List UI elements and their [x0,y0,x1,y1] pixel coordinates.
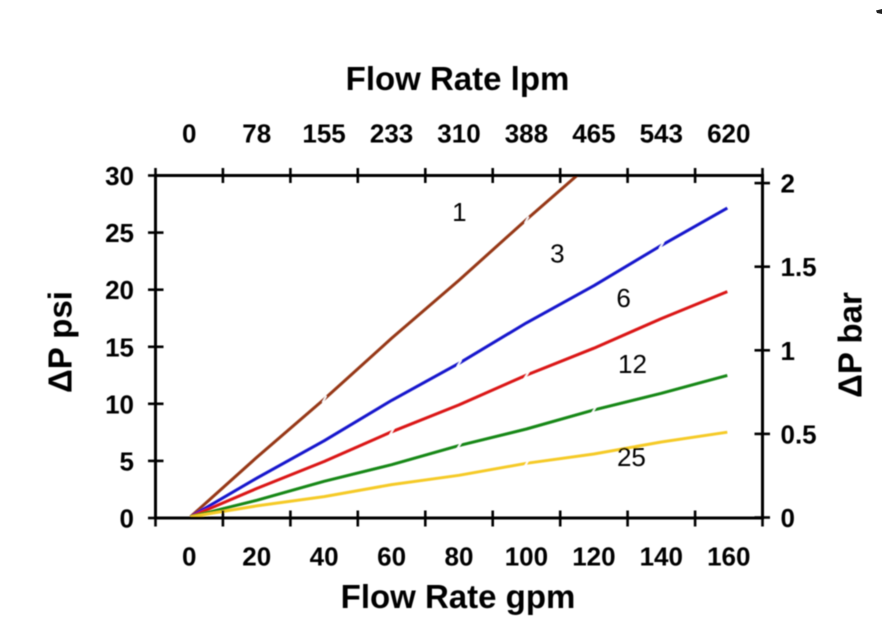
svg-text:1.5: 1.5 [781,252,817,282]
svg-text:1: 1 [452,197,466,227]
svg-text:100: 100 [505,542,548,572]
svg-text:20: 20 [105,275,134,305]
svg-text:15: 15 [105,332,134,362]
svg-text:12: 12 [618,349,647,379]
svg-text:Flow Rate gpm: Flow Rate gpm [341,578,576,615]
svg-text:0: 0 [182,119,196,149]
svg-text:30: 30 [105,161,134,191]
svg-text:25: 25 [617,442,646,472]
svg-text:25: 25 [105,218,134,248]
svg-text:160: 160 [707,542,750,572]
svg-text:3: 3 [550,239,564,269]
svg-text:6: 6 [616,283,630,313]
svg-text:ΔP psi: ΔP psi [42,291,79,393]
svg-text:155: 155 [302,119,345,149]
svg-text:0: 0 [781,503,795,533]
svg-text:ΔP bar: ΔP bar [832,292,869,398]
svg-text:0: 0 [182,542,196,572]
svg-text:60: 60 [377,542,406,572]
svg-text:465: 465 [572,119,615,149]
svg-text:20: 20 [242,542,271,572]
svg-text:310: 310 [437,119,480,149]
svg-text:388: 388 [505,119,548,149]
svg-text:233: 233 [370,119,413,149]
svg-text:Flow Rate lpm: Flow Rate lpm [346,60,570,97]
svg-text:620: 620 [707,119,750,149]
svg-text:78: 78 [242,119,271,149]
svg-text:0: 0 [120,504,134,534]
svg-text:543: 543 [640,119,683,149]
svg-text:140: 140 [640,542,683,572]
svg-text:40: 40 [310,542,339,572]
svg-text:2: 2 [781,169,795,199]
svg-text:10: 10 [105,389,134,419]
svg-text:5: 5 [120,446,134,476]
svg-text:120: 120 [572,542,615,572]
svg-text:0.5: 0.5 [781,419,817,449]
svg-text:1: 1 [781,336,795,366]
svg-text:80: 80 [445,542,474,572]
